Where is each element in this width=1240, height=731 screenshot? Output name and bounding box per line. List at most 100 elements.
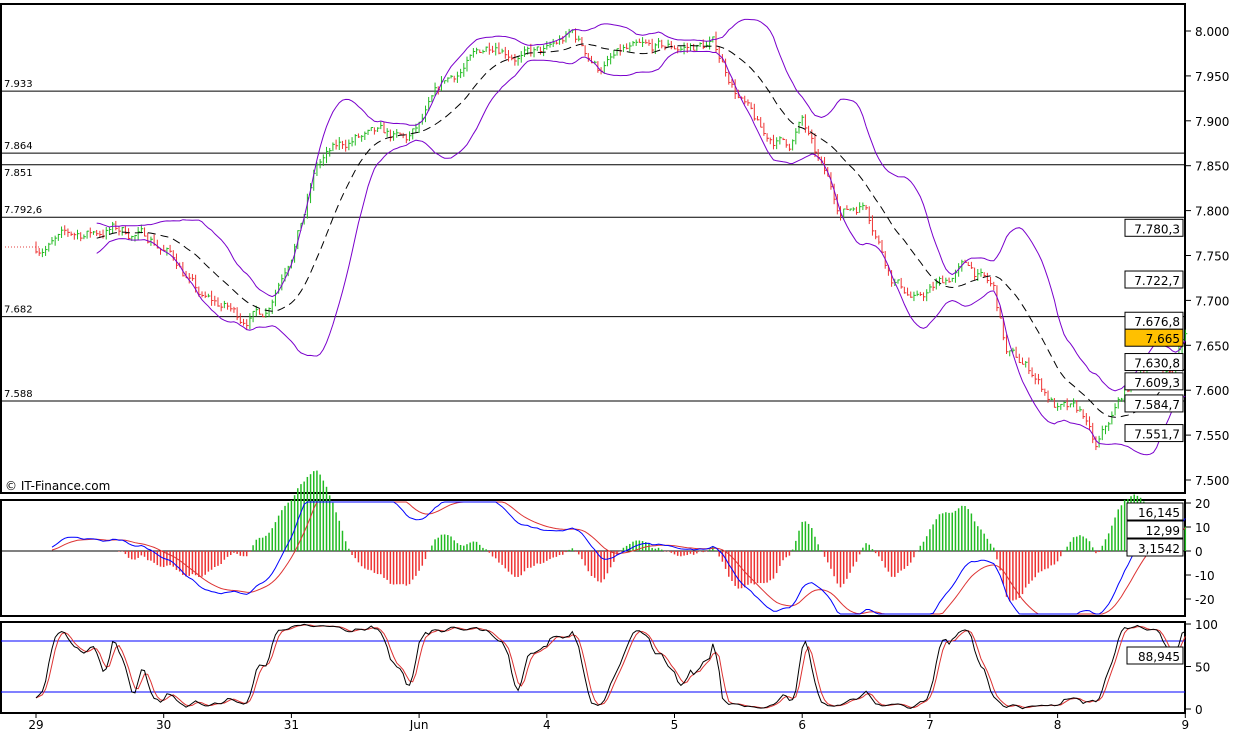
price-bar [1069,403,1073,408]
price-bar [779,136,782,145]
macd-signal-line [51,501,1186,615]
price-bar [1085,413,1089,426]
price-bar [124,225,128,235]
price-bar [993,281,996,291]
price-bar [1111,411,1114,425]
price-bar [763,122,766,136]
x-tick-label: 30 [156,718,171,731]
price-bar [118,226,122,236]
tag-label: 7.609,3 [1134,376,1180,390]
price-bar [951,277,955,282]
price-bar [243,318,246,326]
price-bar [485,46,489,52]
price-bar [166,247,169,256]
price-bar [434,82,438,97]
price-bar [865,204,869,211]
price-bar [974,267,977,281]
price-bar [64,225,67,236]
price-bar [836,194,840,215]
price-bar [766,133,770,142]
price-bar [482,49,485,54]
tag-box [1124,353,1184,372]
price-bar [147,232,150,244]
y-tick-label: 7.750 [1195,250,1229,264]
price-bar [642,37,645,47]
price-bar [543,45,546,57]
price-bar [923,292,926,302]
price-bar [1041,378,1044,393]
price-bar [999,306,1003,319]
price-bar [750,102,754,110]
price-bar [728,70,731,85]
price-bar [1079,406,1082,412]
price-bar [105,226,109,240]
price-bar [674,45,677,50]
price-bar [335,139,339,150]
price-bar [96,229,99,236]
price-bar [405,133,409,144]
y-tick-label: 50 [1195,661,1210,675]
price-bar [913,291,916,302]
tag-label: 12,99 [1146,524,1180,538]
price-bar [661,39,664,49]
price-bar [699,42,703,47]
price-bar [233,306,236,313]
price-bar [128,228,131,240]
price-bar [1053,398,1057,408]
price-value-tag: 7.551,7 [1124,424,1184,443]
level-label: 7.864 [4,141,33,152]
price-bar [776,137,779,150]
y-tick-label: 0 [1195,703,1203,717]
price-bar [476,47,479,55]
price-bar [51,236,54,245]
price-bar [460,68,463,79]
price-bar [380,121,383,130]
price-bar [367,129,371,136]
price-value-tag: 7.722,7 [1124,270,1184,289]
macd-value-tag: 16,145 [1126,502,1184,521]
tag-label: 7.584,7 [1134,398,1180,412]
price-bar [507,50,511,62]
tag-box [1124,394,1184,413]
price-bar [677,46,680,54]
price-bar [744,95,747,105]
price-bar [945,277,948,285]
price-bar [559,35,562,45]
price-bar [517,55,521,66]
price-bar [73,232,77,240]
price-bar [788,143,792,152]
macd-value-tag: 3,1542 [1126,538,1184,557]
price-bar [804,114,808,133]
price-bar [501,48,505,54]
price-bar [112,221,115,234]
price-bar [693,43,696,51]
x-tick-label: 9 [1181,718,1189,731]
price-bar [38,247,42,256]
stoch-panel: 100 50 0 88,945 [0,618,1218,717]
price-bar [402,132,406,139]
price-bar [603,61,607,74]
price-bar [575,28,578,43]
x-tick-label: 5 [671,718,679,731]
price-bar [396,129,399,138]
x-tick-label: Jun [409,718,429,731]
price-bar [523,46,527,57]
price-bar [1098,435,1102,448]
price-bar [926,289,929,302]
price-bar [731,78,734,88]
stoch-value-tag: 88,945 [1126,646,1184,665]
price-bar [386,128,390,137]
price-bar [102,229,106,239]
price-bar [645,39,648,44]
price-bar [246,319,249,331]
price-bar [638,38,642,43]
y-tick-label: 7.950 [1195,70,1229,84]
price-bar [670,40,674,50]
current-price-box [1124,328,1184,347]
y-tick-label: 7.550 [1195,429,1229,443]
price-bar [843,208,846,220]
price-bar [479,49,482,53]
price-bar [252,310,256,323]
price-bar [182,261,185,277]
price-bar [345,139,348,152]
